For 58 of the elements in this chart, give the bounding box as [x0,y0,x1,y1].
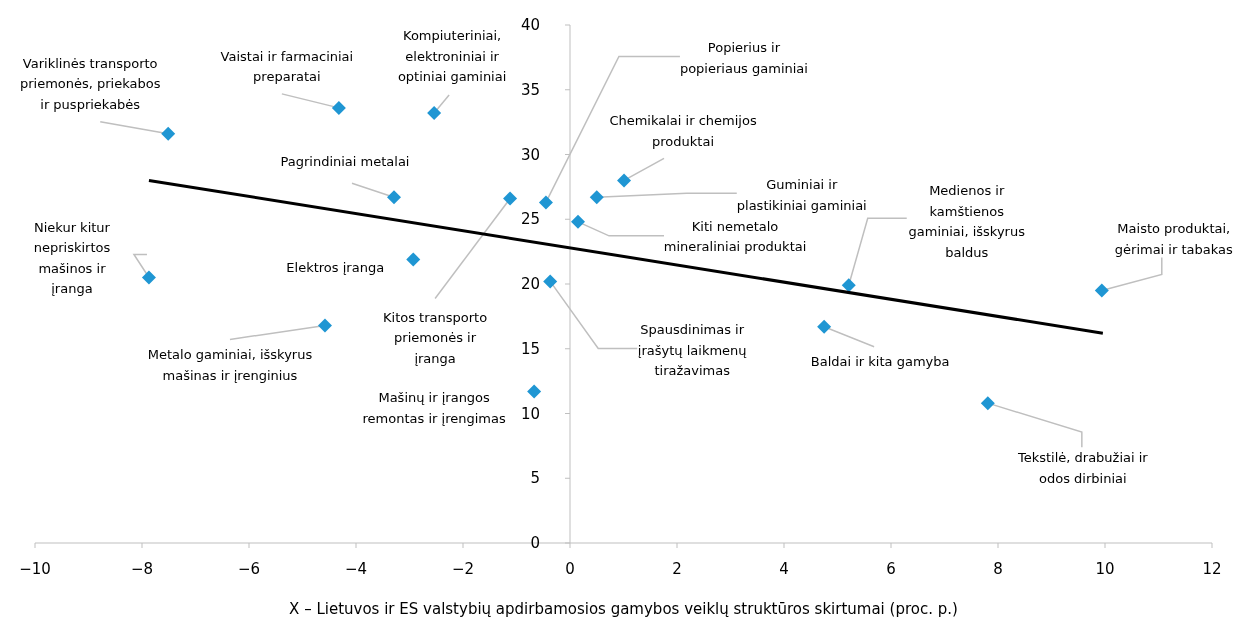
annotation: Kitos transporto priemonės ir įranga [383,309,488,366]
annotation: Medienos ir kamštienos gaminiai, išskyrus baldus [908,183,1026,260]
point [538,195,553,210]
y-tick-label: 10 [520,404,540,423]
annotation: Mašinų ir įrangos remontas ir įrengimas [362,390,506,426]
x-tick-label: −6 [237,560,261,578]
x-tick-label: −10 [19,560,51,578]
annotation: Guminiai ir plastikiniai gaminiai [736,177,867,213]
x-tick-label: −2 [451,560,475,578]
annotation: Metalo gaminiai, išskyrus mašinas ir įrenginius [147,347,313,383]
x-tick-label: 4 [779,560,789,578]
point [589,190,604,205]
y-tick-label: 40 [520,16,540,34]
annotation: Baldai ir kita gamyba [810,353,950,369]
x-axis-title: X – Lietuvos ir ES valstybių apdirbamosios gamybos veiklų struktūros skirtumai (proc. p.) [289,600,958,618]
annotation: Tekstilė, drabužiai ir odos dirbiniai [1016,450,1149,486]
point [543,274,558,289]
y-tick-label: 25 [520,210,540,229]
annotation: Kiti nemetalo mineraliniai produktai [663,218,807,255]
point [617,173,632,188]
x-tick-label: 12 [1202,560,1222,578]
y-tick-label: 5 [530,469,540,488]
y-tick-label: 20 [520,275,540,293]
annotation: Chemikalai ir chemijos produktai [609,113,757,149]
point [527,384,542,399]
annotation: Spausdinimas ir įrašytų laikmenų tiražavimas [637,322,747,379]
point [817,319,832,334]
point [841,278,856,293]
point [331,100,346,115]
annotation: Vaistai ir farmaciniai preparatai [220,48,354,85]
y-tick-label: 35 [520,80,540,99]
annotation: Pagrindiniai metalai [280,154,410,170]
point [317,318,332,333]
x-tick-label: −4 [344,560,368,578]
x-tick-label: 8 [993,560,1003,578]
point [427,106,442,121]
point [161,126,176,141]
x-tick-label: 2 [672,560,682,578]
point [386,190,401,205]
point [571,214,586,229]
y-tick-label: 30 [520,145,540,164]
annotation: Kompiuteriniai, elektroniniai ir optiniai gaminiai [397,28,507,85]
x-tick-label: 0 [565,560,575,578]
y-tick-label: 0 [530,534,540,552]
point [980,396,995,411]
annotation: Elektros įranga [286,260,385,276]
x-tick-label: 6 [886,560,896,578]
annotation: Variklinės transporto priemonės, priekabos ir puspriekabės [19,55,161,112]
y-tick-label: 15 [520,339,540,358]
annotation: Popierius ir popieriaus gaminiai [679,40,808,76]
point [406,252,421,267]
point [503,191,518,206]
annotation: Niekur kitur nepriskirtos mašinos ir įranga [33,219,111,297]
point [1094,283,1109,298]
x-tick-label: −8 [130,560,154,578]
x-tick-label: 10 [1095,560,1115,578]
annotation: Maisto produktai, gėrimai ir tabakas [1114,221,1234,257]
point [141,270,156,285]
